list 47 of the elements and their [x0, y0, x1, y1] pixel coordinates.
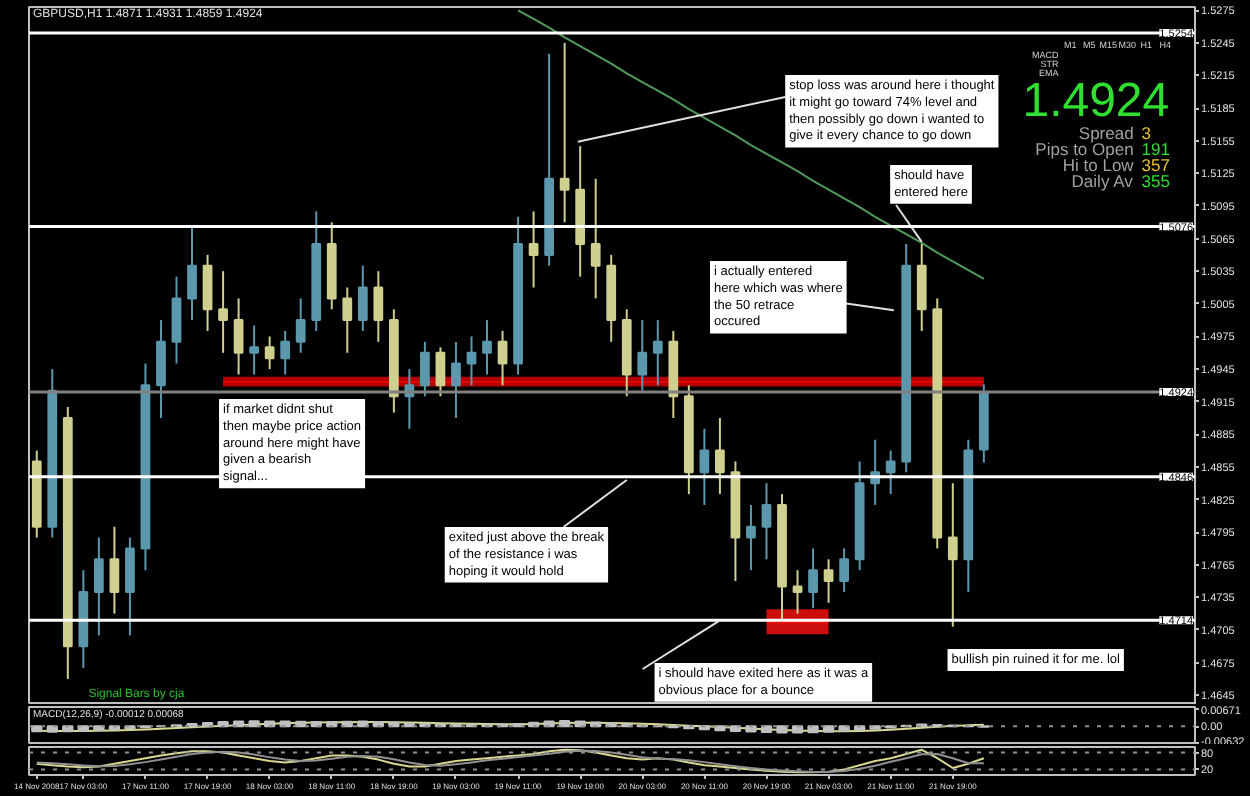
text: Spread	[1078, 123, 1135, 143]
text: Pips to Open	[1035, 139, 1135, 159]
candlestick	[295, 297, 306, 354]
candlestick	[280, 329, 291, 376]
candlestick	[233, 297, 244, 376]
candlestick	[435, 346, 446, 398]
candlestick	[715, 416, 725, 496]
candlestick	[109, 525, 120, 615]
candlestick	[264, 335, 275, 371]
candlestick	[497, 329, 508, 387]
text: Daily Av	[1071, 171, 1135, 191]
candlestick	[125, 536, 135, 637]
candlestick	[590, 177, 601, 300]
candlestick	[637, 319, 648, 392]
candlestick	[528, 210, 539, 289]
text: Hi to Low	[1062, 155, 1136, 175]
candlestick	[746, 503, 756, 572]
text: 355	[1141, 171, 1171, 191]
candlestick	[202, 253, 213, 332]
candlestick	[357, 264, 368, 332]
candlestick	[249, 324, 260, 376]
candlestick	[171, 275, 182, 365]
text: 3	[1141, 123, 1152, 143]
candlestick	[559, 41, 570, 224]
candlestick	[839, 547, 849, 593]
text: 357	[1141, 155, 1171, 175]
candlestick	[156, 319, 166, 419]
candlestick	[947, 482, 958, 628]
candlestick	[466, 335, 477, 387]
candlestick	[652, 319, 663, 387]
candlestick	[93, 536, 104, 637]
candlestick	[808, 547, 818, 610]
candlestick	[187, 226, 197, 322]
candlestick	[373, 270, 384, 343]
candlestick	[792, 569, 803, 615]
candlestick	[761, 482, 772, 561]
candlestick	[885, 449, 896, 496]
text: 191	[1141, 139, 1171, 159]
candlestick	[823, 558, 834, 604]
candlestick	[699, 427, 710, 506]
candlestick	[916, 243, 927, 332]
candlestick	[451, 340, 461, 419]
text: 1.4924	[1022, 74, 1170, 128]
candlestick	[218, 270, 228, 354]
candlestick	[342, 286, 353, 354]
candlestick	[482, 319, 492, 376]
candlestick	[420, 340, 430, 398]
